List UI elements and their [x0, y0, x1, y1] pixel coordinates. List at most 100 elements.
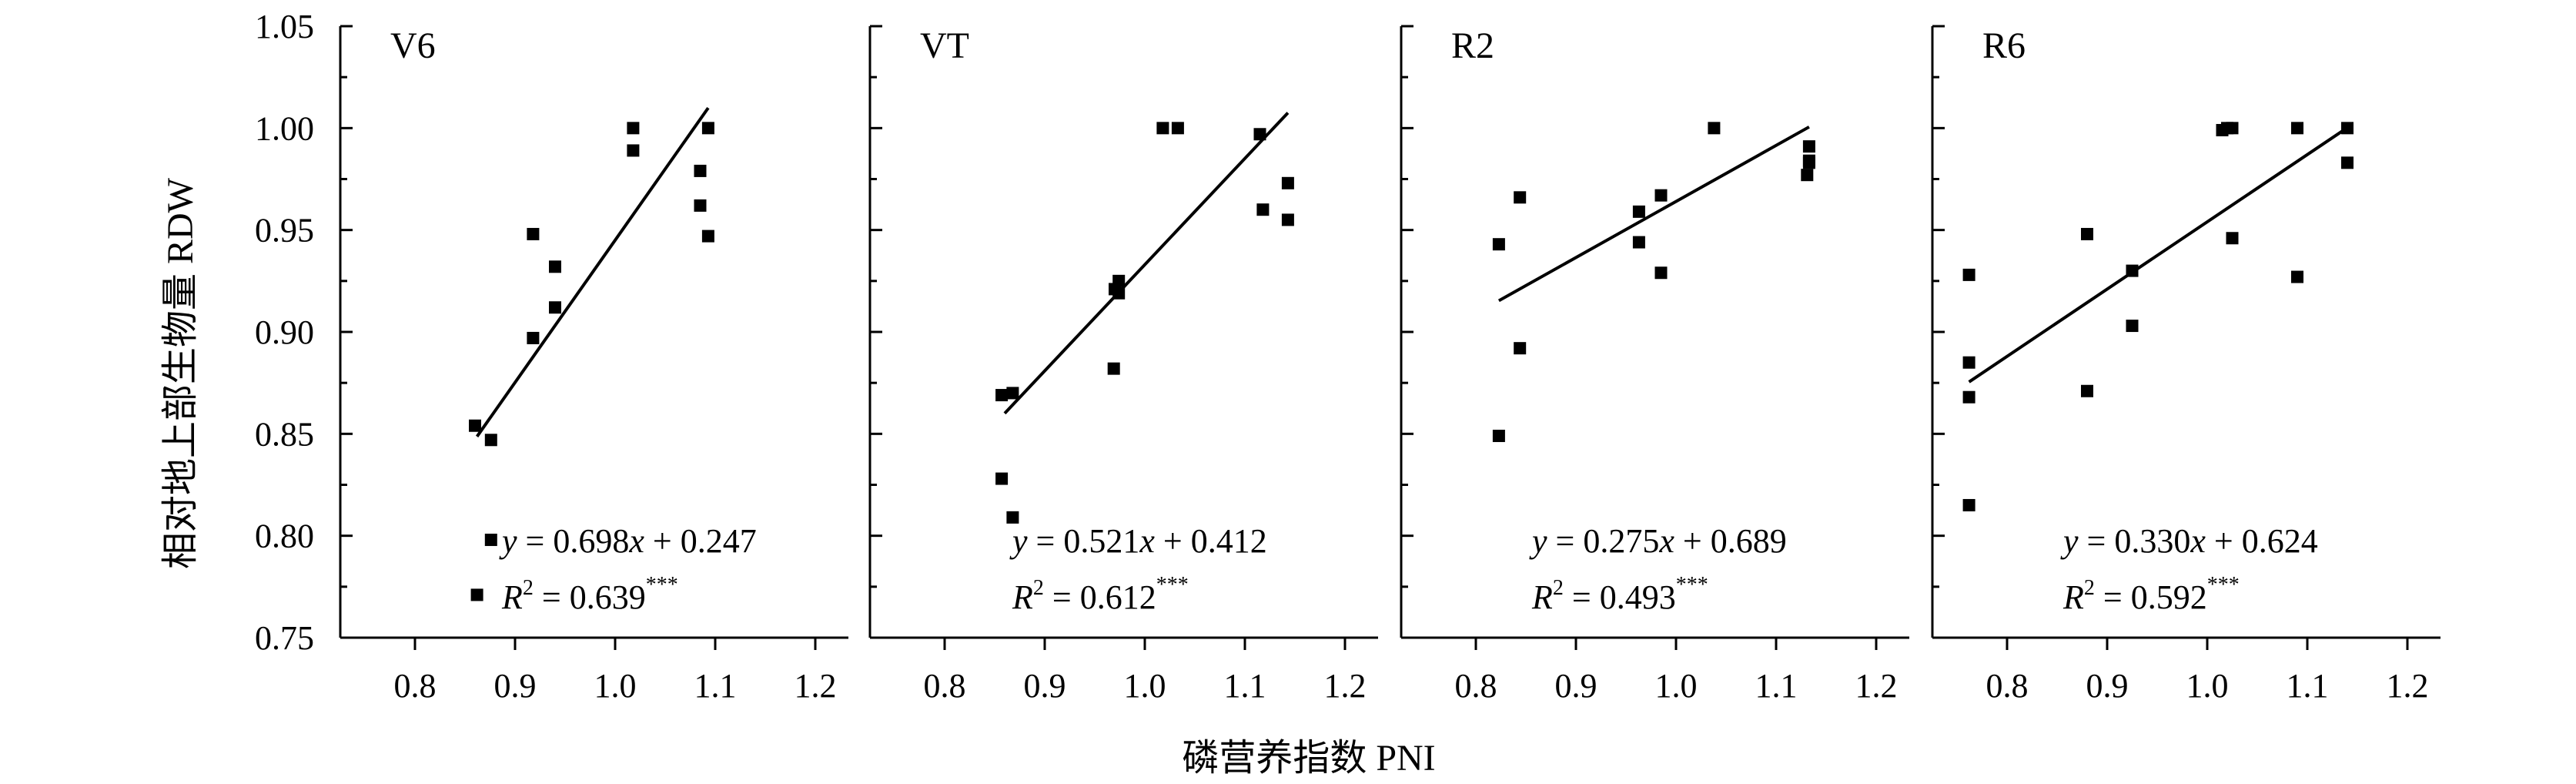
data-point	[2081, 384, 2093, 397]
x-tick-label: 0.8	[1455, 667, 1497, 705]
data-point	[1962, 268, 1975, 281]
equation-intercept: + 0.624	[2206, 522, 2318, 560]
data-point	[527, 227, 540, 240]
x-tick-label: 1.2	[2387, 667, 2429, 705]
x-tick-label: 0.9	[1024, 667, 1066, 705]
x-tick-label: 0.9	[2086, 667, 2129, 705]
data-point	[627, 144, 640, 157]
panel-label: R2	[1451, 25, 1494, 66]
data-point	[1492, 238, 1505, 251]
r2-exponent: 2	[523, 576, 534, 600]
panel-label: V6	[390, 25, 436, 66]
equation-y-var: y	[1529, 522, 1547, 560]
x-tick-label: 0.9	[1555, 667, 1597, 705]
r2-text: R2 = 0.592***	[2062, 573, 2240, 616]
y-tick-label: 1.00	[255, 109, 314, 147]
equation-y-var: y	[2060, 522, 2079, 560]
panel-v6: 0.75 0.80 0.85 0.90 0.95 1.00 1.05 0.8 0.9 1.0 1.1…	[255, 8, 848, 705]
equation-x-var: x	[1658, 522, 1674, 560]
data-point	[701, 122, 714, 135]
equation-slope: = 0.275	[1547, 522, 1660, 560]
x-tick-label: 0.8	[394, 667, 437, 705]
y-tick-label: 0.85	[255, 415, 314, 453]
equation-x-var: x	[628, 522, 644, 560]
data-point	[1006, 511, 1019, 524]
data-point	[2291, 122, 2303, 135]
panel-label: R6	[1982, 25, 2026, 66]
panel-r6: 0.8 0.9 1.0 1.1 1.2 R6 y = 0.330x + 0.624 R2 = …	[1931, 25, 2441, 705]
x-tick-label: 1.2	[1324, 667, 1367, 705]
data-point	[1281, 176, 1294, 189]
x-tick-label: 0.9	[494, 667, 537, 705]
equation-intercept: + 0.689	[1674, 522, 1787, 560]
y-axis-title: 相对地上部生物量 RDW	[160, 177, 201, 569]
r2-label: R	[1012, 578, 1033, 616]
data-point	[1156, 122, 1169, 135]
data-point	[1632, 205, 1645, 218]
data-point	[694, 164, 707, 177]
data-point	[1253, 128, 1266, 141]
x-tick-label: 1.1	[1224, 667, 1266, 705]
data-point	[701, 230, 714, 243]
data-point	[1171, 122, 1184, 135]
regression-line	[1968, 126, 2349, 384]
data-point	[995, 472, 1009, 485]
r2-value: = 0.639	[534, 578, 646, 616]
x-tick-label: 1.0	[2186, 667, 2229, 705]
x-tick-label: 1.1	[1755, 667, 1798, 705]
data-point	[1281, 213, 1294, 226]
data-point	[2081, 227, 2093, 240]
r2-exponent: 2	[2084, 576, 2095, 600]
data-point	[2126, 320, 2139, 333]
y-tick-label: 0.75	[255, 619, 314, 657]
data-point	[549, 260, 561, 273]
x-tick-label: 1.2	[795, 667, 837, 705]
equation-x-var: x	[1139, 522, 1155, 560]
y-tick-label: 0.80	[255, 518, 314, 555]
data-point	[1632, 236, 1645, 249]
data-point	[995, 389, 1009, 402]
x-tick-label: 1.1	[694, 667, 737, 705]
data-point	[1112, 274, 1126, 287]
data-point	[1256, 203, 1270, 216]
data-point	[549, 301, 561, 314]
data-point	[527, 331, 540, 344]
regression-line	[475, 106, 710, 437]
data-point	[1654, 266, 1668, 280]
data-point	[1492, 429, 1505, 442]
data-point	[469, 419, 481, 432]
data-point	[1107, 362, 1120, 375]
r2-value: = 0.612	[1044, 578, 1156, 616]
x-axis-title: 磷营养指数 PNI	[1182, 738, 1435, 779]
x-tick-label: 1.0	[1655, 667, 1698, 705]
equation-slope: = 0.330	[2079, 522, 2191, 560]
data-point	[2226, 122, 2239, 135]
equation-intercept: + 0.412	[1155, 522, 1267, 560]
r2-value: = 0.592	[2095, 578, 2207, 616]
data-point	[1962, 498, 1975, 511]
x-tick-label: 1.0	[594, 667, 637, 705]
r2-text: R2 = 0.639***	[501, 573, 678, 616]
r2-exponent: 2	[1033, 576, 1044, 600]
equation-intercept: + 0.247	[644, 522, 757, 560]
data-point	[2226, 232, 2239, 245]
data-point	[484, 533, 497, 546]
r2-label: R	[1531, 578, 1553, 616]
x-tick-label: 1.1	[2287, 667, 2329, 705]
r2-label: R	[2062, 578, 2084, 616]
x-tick-label: 0.8	[924, 667, 966, 705]
data-point	[2291, 270, 2303, 283]
data-point	[1801, 169, 1814, 182]
y-tick-label: 0.95	[255, 212, 314, 250]
data-point	[1006, 387, 1019, 400]
equation-y-var: y	[499, 522, 517, 560]
y-tick-label: 0.90	[255, 313, 314, 351]
data-point	[627, 122, 640, 135]
equation-text: y = 0.698x + 0.247	[499, 522, 757, 560]
panel-vt: 0.8 0.9 1.0 1.1 1.2 VT y = 0.521x + 0.412 R2 = …	[868, 25, 1378, 705]
data-point	[694, 199, 707, 212]
data-point	[484, 434, 497, 447]
data-point	[2341, 156, 2354, 169]
data-point	[1514, 342, 1527, 355]
